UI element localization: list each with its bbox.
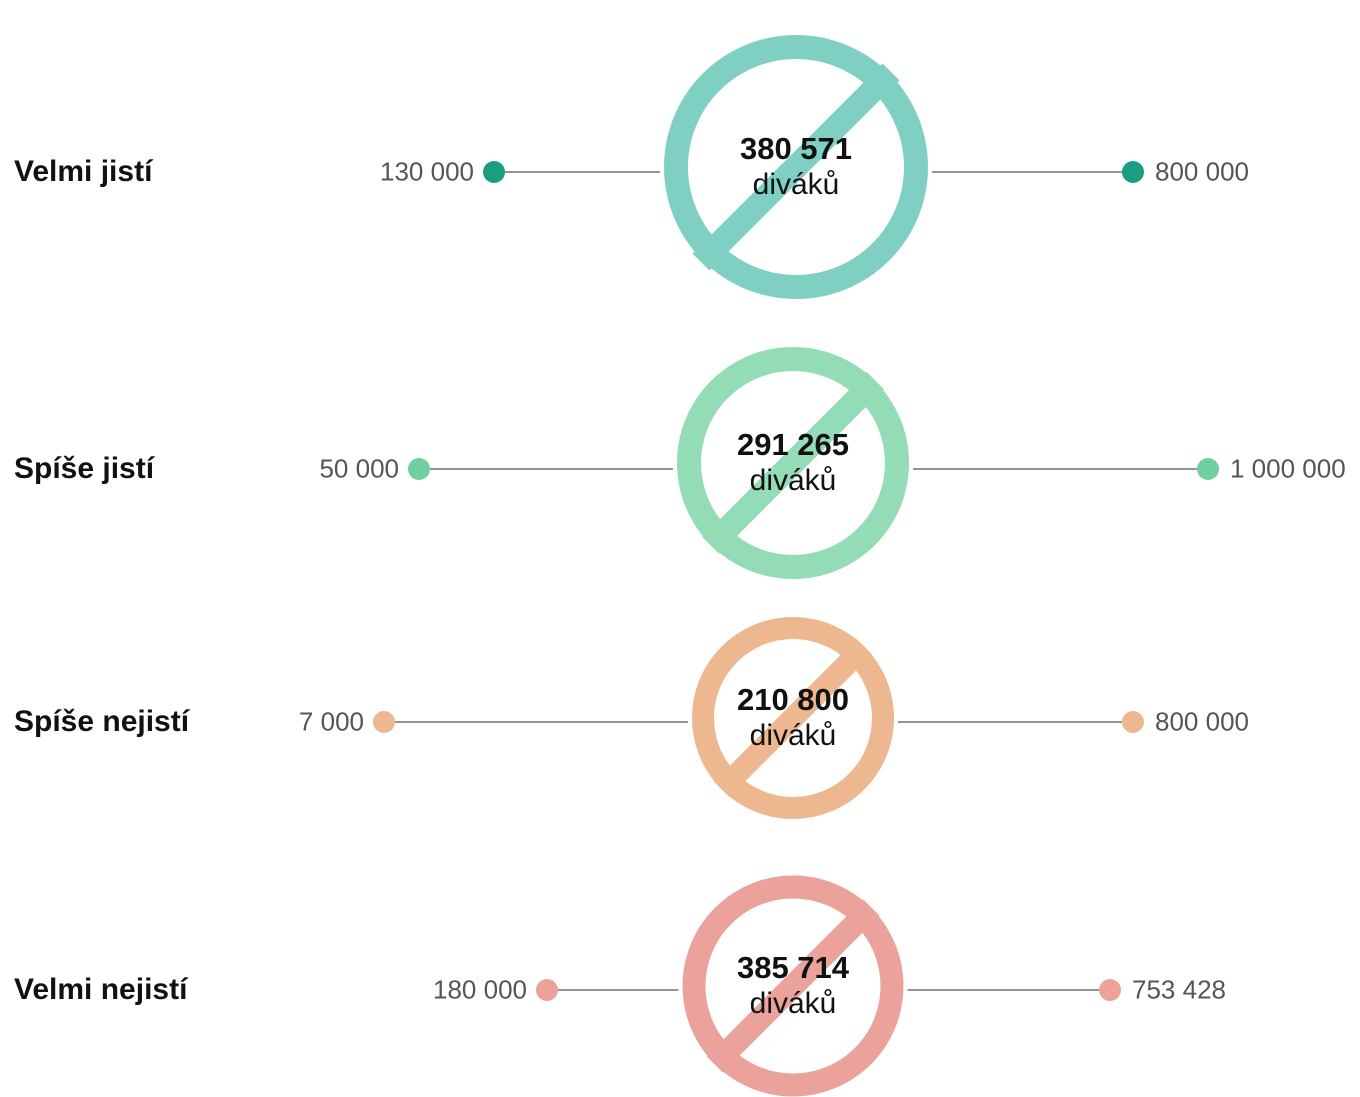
min-value-label: 180 000 [433,974,527,1005]
row-label: Velmi jistí [14,155,153,188]
average-unit: diváků [749,464,837,497]
min-dot [536,979,558,1001]
average-value: 385 714 [736,950,850,985]
average-label: 380 571 diváků [686,131,906,203]
average-label: 291 265 diváků [683,427,903,499]
average-unit: diváků [749,719,837,752]
max-value-label: 800 000 [1155,156,1249,187]
max-value-label: 753 428 [1132,974,1226,1005]
row-label: Spíše nejistí [14,705,190,738]
max-value-label: 1 000 000 [1230,453,1346,484]
average-ring [664,35,928,299]
max-dot [1122,161,1144,183]
min-dot [408,458,430,480]
average-slash [713,638,873,798]
average-label: 210 800 diváků [683,682,903,754]
average-ring [677,347,909,579]
average-unit: diváků [752,168,840,201]
average-value: 291 265 [736,427,850,462]
average-ring [682,875,904,1097]
max-dot [1122,711,1144,733]
min-dot [483,161,505,183]
average-slash [702,372,884,554]
average-slash [706,899,880,1073]
average-slash [692,63,900,271]
max-dot [1099,979,1121,1001]
row-label: Velmi nejistí [14,973,188,1006]
average-value: 210 800 [736,682,850,717]
average-unit: diváků [749,987,837,1020]
row-label: Spíše jistí [14,452,155,485]
max-value-label: 800 000 [1155,706,1249,737]
average-value: 380 571 [739,131,853,166]
min-value-label: 130 000 [380,156,474,187]
min-value-label: 7 000 [298,706,364,737]
average-label: 385 714 diváků [683,950,903,1022]
average-ring [692,617,894,819]
min-dot [373,711,395,733]
max-dot [1197,458,1219,480]
min-value-label: 50 000 [319,453,399,484]
